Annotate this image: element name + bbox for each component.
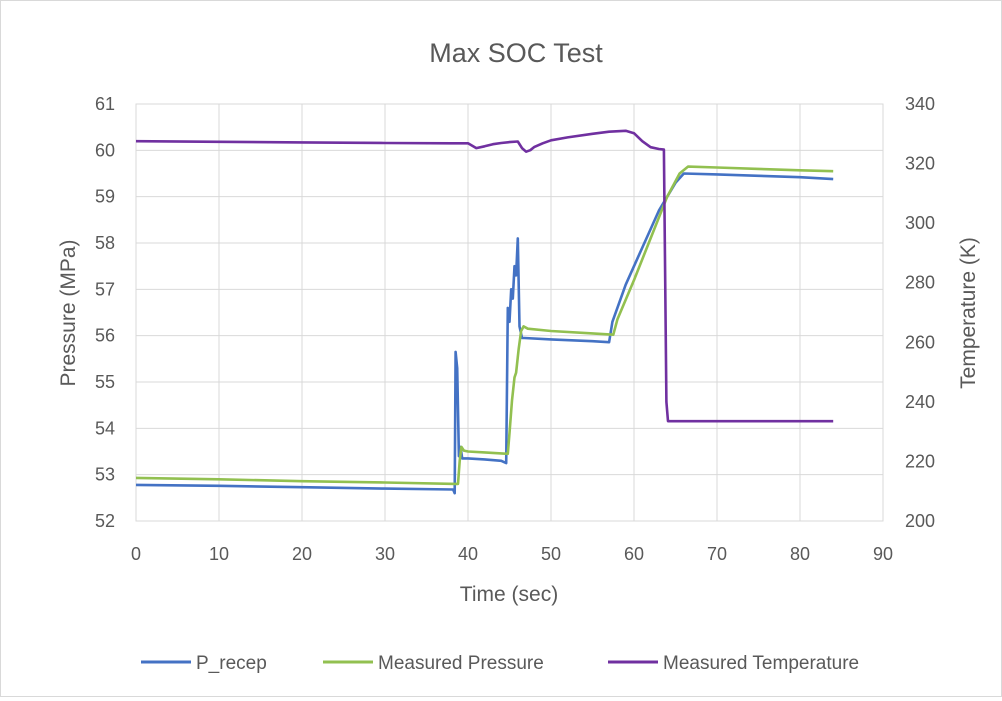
x-tick-label: 20 — [292, 544, 312, 564]
x-tick-label: 30 — [375, 544, 395, 564]
x-tick-label: 50 — [541, 544, 561, 564]
legend-label: Measured Temperature — [663, 653, 859, 674]
x-axis-tick-labels: 0 10 20 30 40 50 60 70 80 90 — [131, 544, 893, 564]
x-axis-label: Time (sec) — [460, 583, 558, 606]
y2-tick-label: 320 — [905, 154, 935, 174]
y-tick-label: 54 — [95, 418, 115, 438]
series-measured-temperature-line — [135, 129, 834, 423]
x-tick-label: 10 — [209, 544, 229, 564]
y2-tick-label: 280 — [905, 273, 935, 293]
series-p-recep-line — [135, 172, 834, 495]
y-tick-label: 53 — [95, 465, 115, 485]
series-layer — [135, 129, 834, 495]
x-tick-label: 70 — [707, 544, 727, 564]
y-tick-label: 57 — [95, 279, 115, 299]
y-tick-label: 52 — [95, 511, 115, 531]
y-tick-label: 56 — [95, 326, 115, 346]
y2-axis-label: Temperature (K) — [957, 237, 980, 389]
y-tick-label: 55 — [95, 372, 115, 392]
y2-tick-label: 300 — [905, 213, 935, 233]
x-tick-label: 90 — [873, 544, 893, 564]
y2-tick-label: 240 — [905, 392, 935, 412]
y2-tick-label: 220 — [905, 451, 935, 471]
x-tick-label: 80 — [790, 544, 810, 564]
chart-title: Max SOC Test — [429, 38, 603, 68]
legend-label: P_recep — [196, 653, 267, 674]
y2-tick-label: 260 — [905, 332, 935, 352]
x-tick-label: 0 — [131, 544, 141, 564]
y-tick-label: 59 — [95, 187, 115, 207]
x-tick-label: 40 — [458, 544, 478, 564]
y2-tick-label: 340 — [905, 94, 935, 114]
y2-axis-tick-labels: 200 220 240 260 280 300 320 340 — [905, 94, 935, 531]
series-measured-pressure-line — [135, 165, 834, 486]
legend-label: Measured Pressure — [378, 653, 544, 674]
y-axis-tick-labels: 52 53 54 55 56 57 58 59 60 61 — [95, 94, 115, 531]
legend: P_recep Measured Pressure Measured Tempera… — [141, 653, 859, 674]
plot-area-border — [135, 103, 884, 522]
y2-tick-label: 200 — [905, 511, 935, 531]
y-tick-label: 61 — [95, 94, 115, 114]
y-axis-label: Pressure (MPa) — [57, 239, 80, 386]
y-tick-label: 60 — [95, 140, 115, 160]
x-tick-label: 60 — [624, 544, 644, 564]
y-tick-label: 58 — [95, 233, 115, 253]
